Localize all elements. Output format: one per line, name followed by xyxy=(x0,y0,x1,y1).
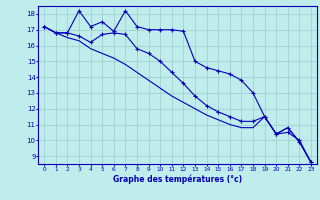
X-axis label: Graphe des températures (°c): Graphe des températures (°c) xyxy=(113,175,242,184)
